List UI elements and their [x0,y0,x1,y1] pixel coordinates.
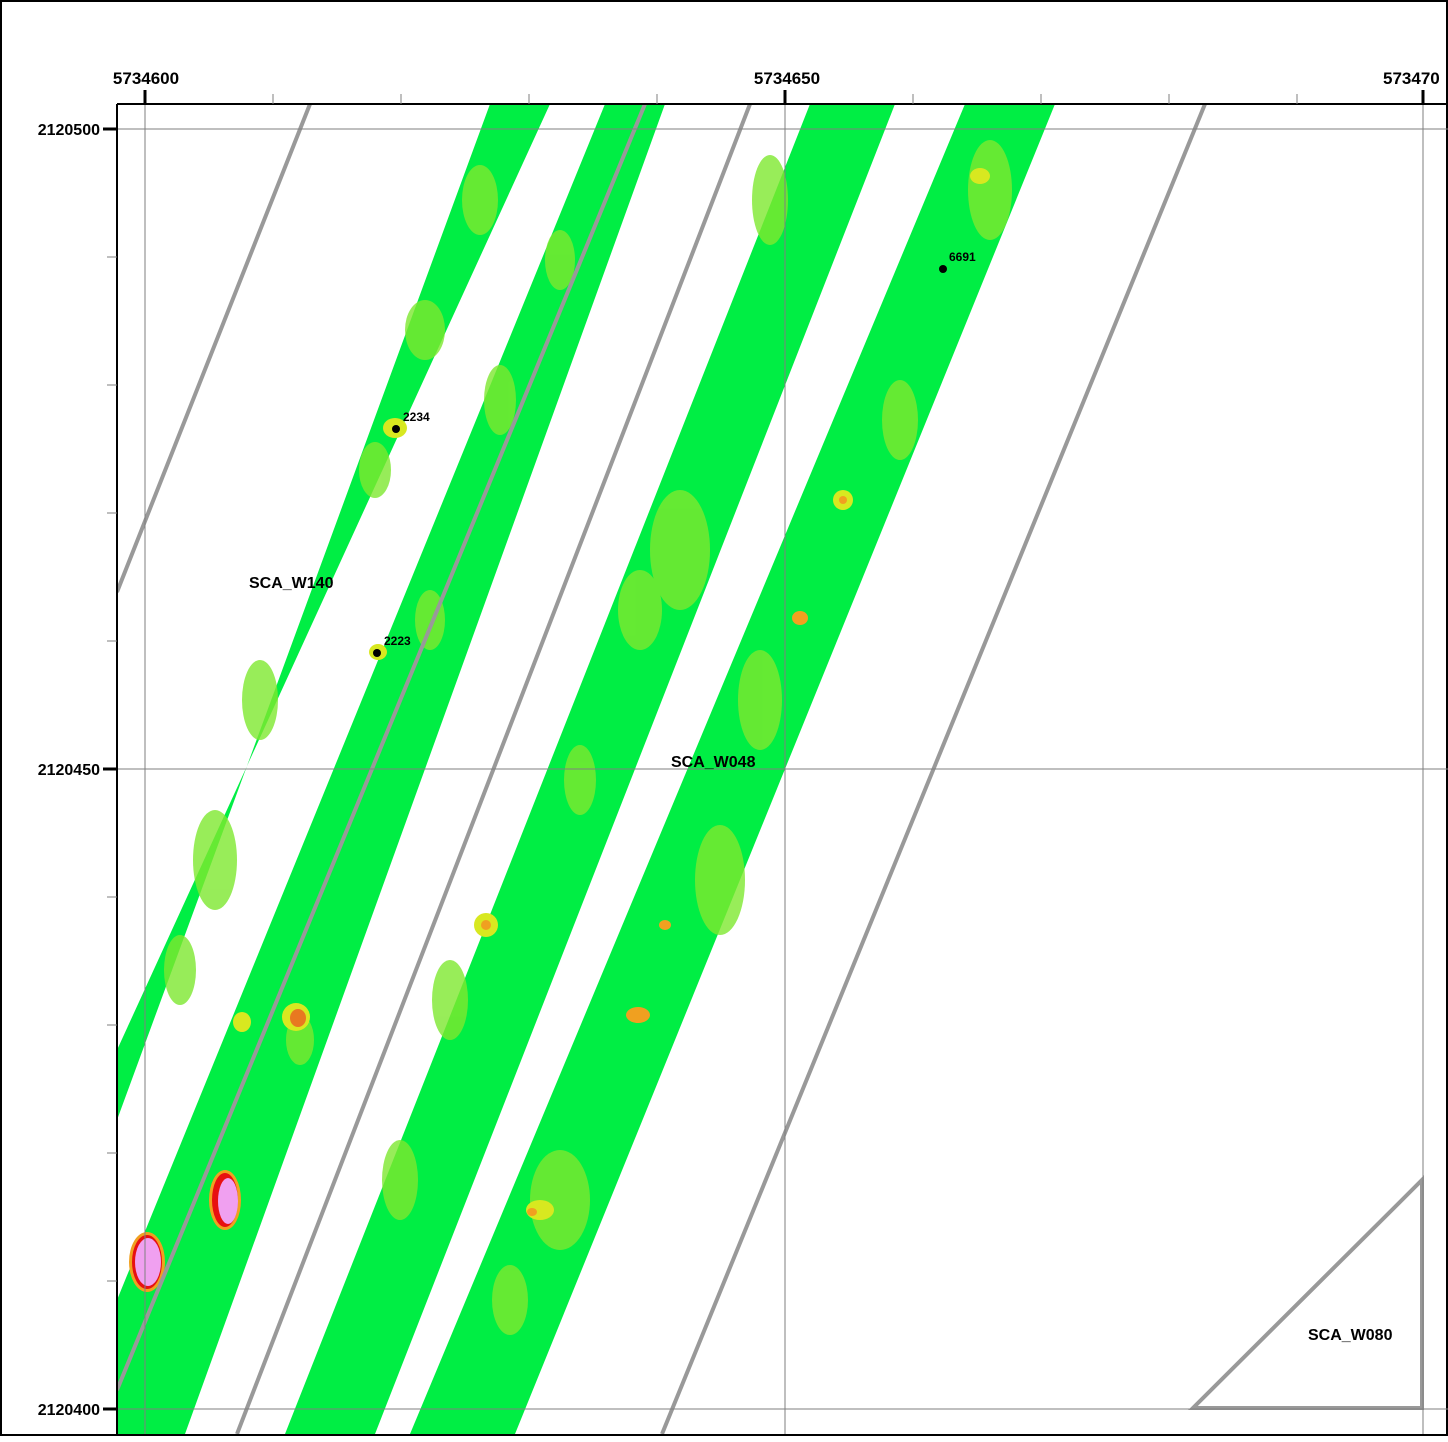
sample-point-marker[interactable] [392,425,400,433]
boundary-line-2 [117,104,647,1391]
sample-points[interactable]: 2234 2223 6691 [373,250,976,657]
x-tick-label: 5734650 [754,69,820,88]
sample-point-label: 2234 [403,410,430,424]
coordinate-grid [117,104,1448,1434]
sample-point-label: 2223 [384,634,411,648]
x-tick-label: 5734600 [113,69,179,88]
sample-point-label: 6691 [949,250,976,264]
area-label: SCA_W140 [249,575,334,592]
y-tick-label: 2120450 [38,762,100,779]
y-tick-label: 2120500 [38,122,100,139]
y-tick-label: 2120400 [38,1402,100,1419]
area-label: SCA_W080 [1308,1327,1393,1344]
swath-texture [164,140,1012,1335]
boundary-line-1 [117,104,312,593]
area-label: SCA_W048 [671,754,756,771]
boundary-w080 [1188,1175,1424,1410]
axis-ticks [103,90,1425,1411]
anomaly-hotspots [129,168,990,1292]
x-tick-label: 573470 [1383,69,1440,88]
sample-point-marker[interactable] [939,265,947,273]
sample-point-marker[interactable] [373,649,381,657]
